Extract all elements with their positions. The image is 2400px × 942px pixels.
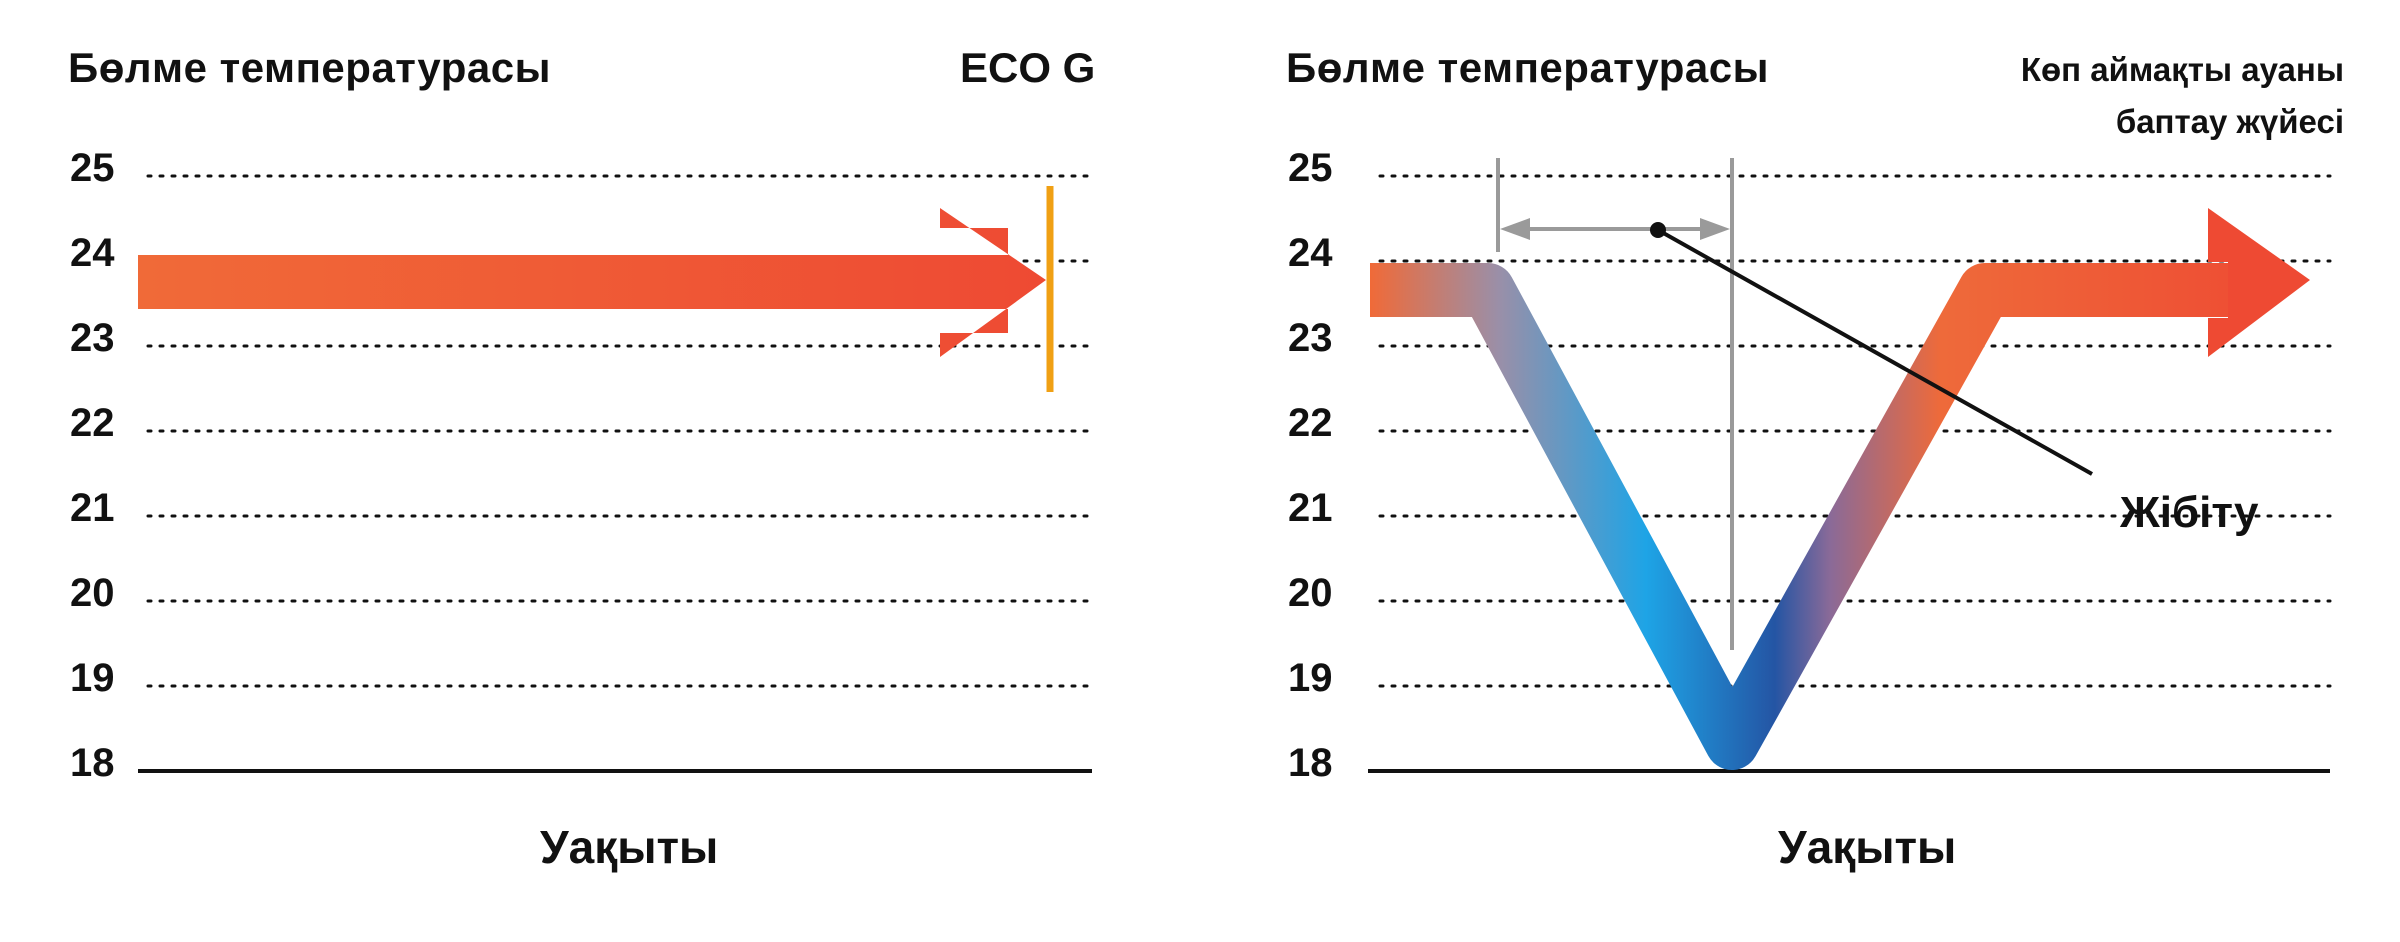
y-tick-25: 25	[1288, 146, 1333, 190]
bracket-arrowhead-left	[1500, 218, 1530, 240]
y-tick-19: 19	[70, 656, 115, 700]
y-tick-24: 24	[70, 231, 115, 275]
chart-title: Бөлме температурасы	[1286, 44, 1769, 91]
system-label: ECO G	[960, 44, 1096, 91]
chart-eco-g: Бөлме температурасы ECO G 25 24 23 22 21…	[68, 44, 1096, 873]
temperature-arrow	[138, 208, 1046, 357]
y-tick-23: 23	[70, 316, 115, 360]
annotation-leader	[1657, 228, 2093, 476]
x-axis-label: Уақыты	[1778, 821, 1957, 873]
y-tick-19: 19	[1288, 656, 1333, 700]
system-label-line-1: Көп аймақты ауаны	[2020, 51, 2344, 88]
y-tick-21: 21	[70, 486, 115, 530]
y-tick-23: 23	[1288, 316, 1333, 360]
chart-canvas	[138, 174, 1094, 773]
y-tick-21: 21	[1288, 486, 1333, 530]
temperature-path	[1370, 263, 2240, 770]
chart-title: Бөлме температурасы	[68, 44, 551, 91]
bracket-arrowhead-right	[1700, 218, 1730, 240]
y-tick-25: 25	[70, 146, 115, 190]
y-tick-20: 20	[1288, 571, 1333, 615]
defrost-annotation: Жібіту	[2120, 488, 2259, 537]
y-tick-18: 18	[1288, 741, 1333, 785]
system-label: Көп аймақты ауаны баптау жүйесі	[1924, 44, 2344, 148]
system-label-line-2: баптау жүйесі	[2115, 103, 2344, 140]
temperature-arrowhead	[2208, 208, 2310, 357]
chart-canvas	[1368, 158, 2332, 773]
y-tick-22: 22	[1288, 401, 1333, 445]
chart-multizone: Бөлме температурасы Көп аймақты ауаны ба…	[1200, 0, 2400, 942]
annotation-dot	[1650, 222, 1666, 238]
y-tick-24: 24	[1288, 231, 1333, 275]
y-tick-18: 18	[70, 741, 115, 785]
y-tick-20: 20	[70, 571, 115, 615]
x-axis-label: Уақыты	[540, 821, 719, 873]
y-tick-22: 22	[70, 401, 115, 445]
